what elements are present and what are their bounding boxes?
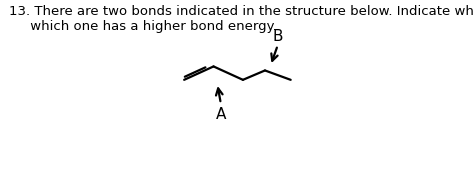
Text: 13. There are two bonds indicated in the structure below. Indicate which one is : 13. There are two bonds indicated in the… bbox=[9, 5, 474, 33]
Text: B: B bbox=[273, 29, 283, 45]
Text: A: A bbox=[216, 107, 226, 122]
